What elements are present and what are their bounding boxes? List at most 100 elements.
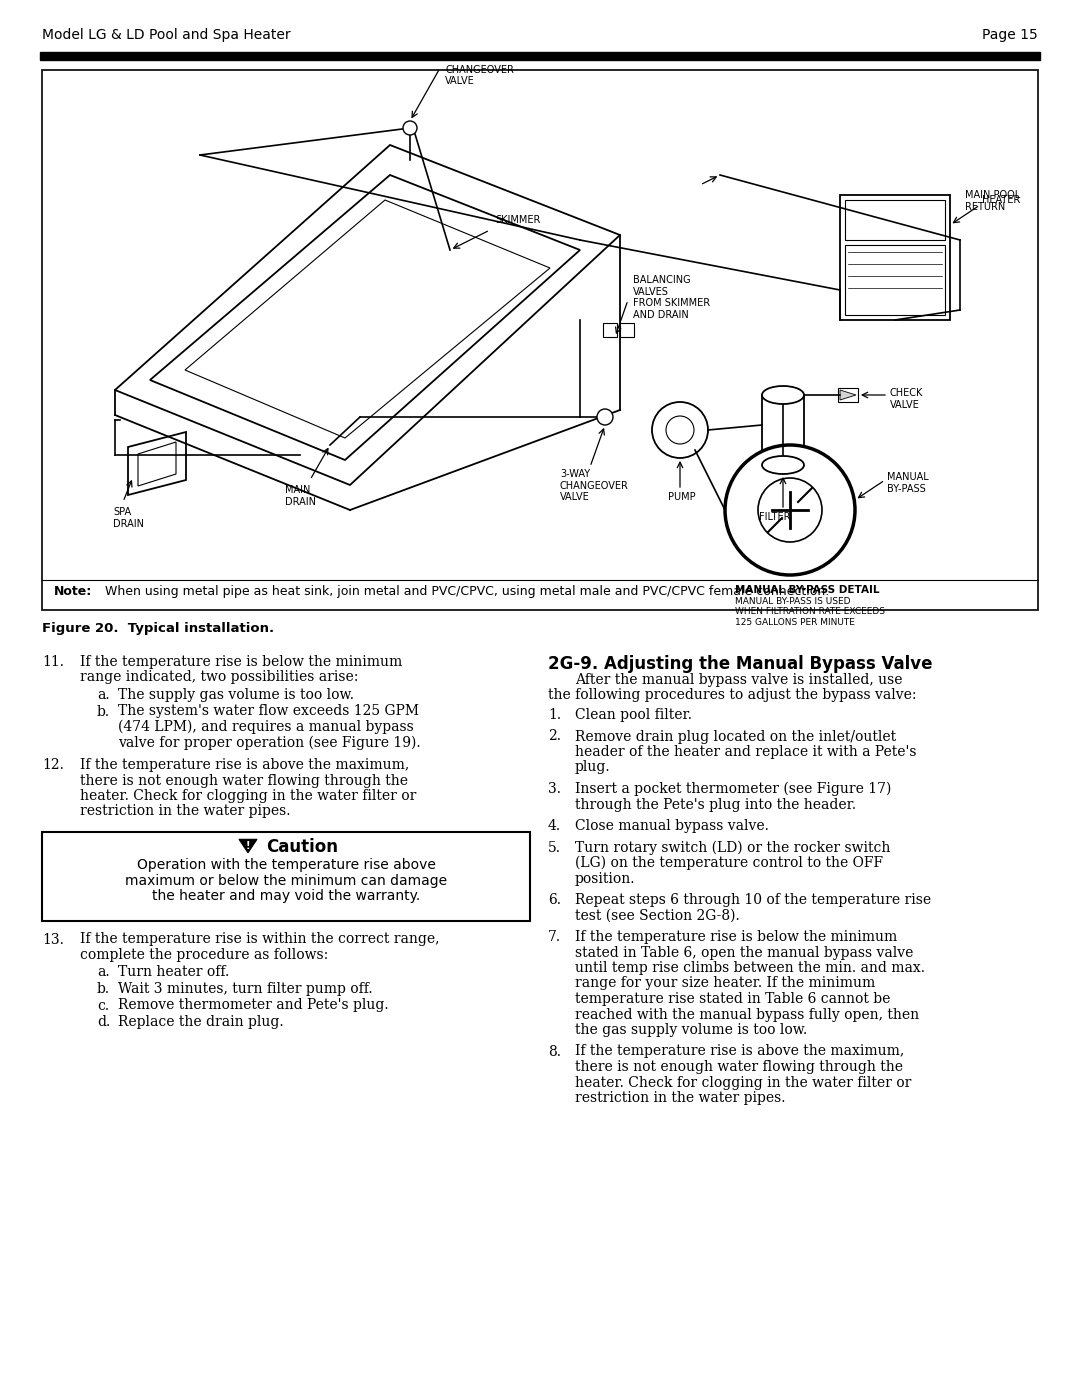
Text: 3-WAY
CHANGEOVER
VALVE: 3-WAY CHANGEOVER VALVE <box>445 53 514 87</box>
Text: CHECK
VALVE: CHECK VALVE <box>890 388 923 409</box>
Text: c.: c. <box>97 999 109 1013</box>
Text: the gas supply volume is too low.: the gas supply volume is too low. <box>575 1023 807 1037</box>
Bar <box>838 388 858 402</box>
Text: heater. Check for clogging in the water filter or: heater. Check for clogging in the water … <box>575 1076 912 1090</box>
Text: 1.: 1. <box>548 708 562 722</box>
Text: a.: a. <box>97 687 110 703</box>
Text: Wait 3 minutes, turn filter pump off.: Wait 3 minutes, turn filter pump off. <box>118 982 373 996</box>
Text: Turn rotary switch (LD) or the rocker switch: Turn rotary switch (LD) or the rocker sw… <box>575 841 890 855</box>
Bar <box>762 395 804 465</box>
Text: The system's water flow exceeds 125 GPM: The system's water flow exceeds 125 GPM <box>118 704 419 718</box>
Text: b.: b. <box>97 704 110 718</box>
Text: Model LG & LD Pool and Spa Heater: Model LG & LD Pool and Spa Heater <box>42 28 291 42</box>
Text: range indicated, two possibilities arise:: range indicated, two possibilities arise… <box>80 671 359 685</box>
Text: The supply gas volume is too low.: The supply gas volume is too low. <box>118 687 354 703</box>
Circle shape <box>652 402 708 458</box>
Text: If the temperature rise is below the minimum: If the temperature rise is below the min… <box>80 655 402 669</box>
Text: Note:: Note: <box>54 585 92 598</box>
Text: MANUAL
BY-PASS: MANUAL BY-PASS <box>887 472 929 493</box>
Text: When using metal pipe as heat sink, join metal and PVC/CPVC, using metal male an: When using metal pipe as heat sink, join… <box>97 585 829 598</box>
Circle shape <box>403 122 417 136</box>
Text: 11.: 11. <box>42 655 64 669</box>
Ellipse shape <box>762 386 804 404</box>
Text: reached with the manual bypass fully open, then: reached with the manual bypass fully ope… <box>575 1007 919 1021</box>
Text: Close manual bypass valve.: Close manual bypass valve. <box>575 819 769 833</box>
Bar <box>845 244 945 314</box>
Text: 8.: 8. <box>548 1045 561 1059</box>
Bar <box>603 323 617 337</box>
Circle shape <box>758 478 822 542</box>
Text: heater. Check for clogging in the water filter or: heater. Check for clogging in the water … <box>80 789 417 803</box>
Text: 6.: 6. <box>548 893 561 907</box>
Text: HEATER: HEATER <box>982 196 1021 205</box>
Text: 4.: 4. <box>548 819 562 833</box>
Text: Remove drain plug located on the inlet/outlet: Remove drain plug located on the inlet/o… <box>575 729 896 743</box>
Bar <box>40 52 1040 60</box>
Text: MAIN POOL
RETURN: MAIN POOL RETURN <box>966 190 1021 211</box>
Text: !: ! <box>246 841 251 851</box>
Text: Remove thermometer and Pete's plug.: Remove thermometer and Pete's plug. <box>118 999 389 1013</box>
Circle shape <box>666 416 694 444</box>
Text: Page 15: Page 15 <box>982 28 1038 42</box>
Bar <box>620 323 634 337</box>
Text: Repeat steps 6 through 10 of the temperature rise: Repeat steps 6 through 10 of the tempera… <box>575 893 931 907</box>
Text: valve for proper operation (see Figure 19).: valve for proper operation (see Figure 1… <box>118 735 420 750</box>
Bar <box>42 70 1038 610</box>
Text: Caution: Caution <box>266 838 338 856</box>
Text: through the Pete's plug into the header.: through the Pete's plug into the header. <box>575 798 856 812</box>
Text: b.: b. <box>97 982 110 996</box>
Text: If the temperature rise is within the correct range,: If the temperature rise is within the co… <box>80 933 440 947</box>
Text: a.: a. <box>97 965 110 979</box>
Text: After the manual bypass valve is installed, use: After the manual bypass valve is install… <box>575 673 903 687</box>
Text: Turn heater off.: Turn heater off. <box>118 965 229 979</box>
Text: position.: position. <box>575 872 635 886</box>
Circle shape <box>725 446 855 576</box>
Text: PUMP: PUMP <box>669 492 696 502</box>
Text: Operation with the temperature rise above: Operation with the temperature rise abov… <box>136 858 435 872</box>
Bar <box>845 200 945 240</box>
Text: Insert a pocket thermometer (see Figure 17): Insert a pocket thermometer (see Figure … <box>575 782 891 796</box>
Text: 2G-9. Adjusting the Manual Bypass Valve: 2G-9. Adjusting the Manual Bypass Valve <box>548 655 932 673</box>
Text: (474 LPM), and requires a manual bypass: (474 LPM), and requires a manual bypass <box>118 719 414 735</box>
Text: BALANCING
VALVES
FROM SKIMMER
AND DRAIN: BALANCING VALVES FROM SKIMMER AND DRAIN <box>633 275 711 320</box>
Bar <box>42 833 530 921</box>
Text: d.: d. <box>97 1016 110 1030</box>
Text: 3.: 3. <box>548 782 561 796</box>
Text: 2.: 2. <box>548 729 561 743</box>
Text: the following procedures to adjust the bypass valve:: the following procedures to adjust the b… <box>548 689 917 703</box>
Text: there is not enough water flowing through the: there is not enough water flowing throug… <box>80 774 408 788</box>
Text: 7.: 7. <box>548 930 562 944</box>
Text: If the temperature rise is below the minimum: If the temperature rise is below the min… <box>575 930 897 944</box>
Text: 13.: 13. <box>42 933 64 947</box>
Text: range for your size heater. If the minimum: range for your size heater. If the minim… <box>575 977 875 990</box>
Text: test (see Section 2G-8).: test (see Section 2G-8). <box>575 908 740 922</box>
Text: SPA
DRAIN: SPA DRAIN <box>113 507 144 528</box>
Text: FILTER: FILTER <box>759 511 791 522</box>
Text: Clean pool filter.: Clean pool filter. <box>575 708 692 722</box>
Text: header of the heater and replace it with a Pete's: header of the heater and replace it with… <box>575 745 917 759</box>
Text: there is not enough water flowing through the: there is not enough water flowing throug… <box>575 1060 903 1074</box>
Text: restriction in the water pipes.: restriction in the water pipes. <box>575 1091 785 1105</box>
Text: Figure 20.  Typical installation.: Figure 20. Typical installation. <box>42 622 274 636</box>
Ellipse shape <box>762 455 804 474</box>
Polygon shape <box>840 390 856 400</box>
Polygon shape <box>239 840 257 852</box>
Text: plug.: plug. <box>575 760 610 774</box>
Text: Replace the drain plug.: Replace the drain plug. <box>118 1016 284 1030</box>
Text: maximum or below the minimum can damage: maximum or below the minimum can damage <box>125 873 447 887</box>
Text: 3-WAY
CHANGEOVER
VALVE: 3-WAY CHANGEOVER VALVE <box>561 469 629 502</box>
Text: If the temperature rise is above the maximum,: If the temperature rise is above the max… <box>575 1045 904 1059</box>
Text: MANUAL BY-PASS IS USED
WHEN FILTRATION RATE EXCEEDS
125 GALLONS PER MINUTE: MANUAL BY-PASS IS USED WHEN FILTRATION R… <box>735 597 885 627</box>
Text: MANUAL BY-PASS DETAIL: MANUAL BY-PASS DETAIL <box>735 585 879 595</box>
Text: temperature rise stated in Table 6 cannot be: temperature rise stated in Table 6 canno… <box>575 992 890 1006</box>
Text: 12.: 12. <box>42 759 64 773</box>
Text: complete the procedure as follows:: complete the procedure as follows: <box>80 949 328 963</box>
Text: restriction in the water pipes.: restriction in the water pipes. <box>80 805 291 819</box>
Text: SKIMMER: SKIMMER <box>495 215 540 225</box>
Text: 5.: 5. <box>548 841 561 855</box>
Text: stated in Table 6, open the manual bypass valve: stated in Table 6, open the manual bypas… <box>575 946 914 960</box>
Bar <box>840 196 950 320</box>
Text: the heater and may void the warranty.: the heater and may void the warranty. <box>152 888 420 902</box>
Text: (LG) on the temperature control to the OFF: (LG) on the temperature control to the O… <box>575 856 883 870</box>
Text: until temp rise climbs between the min. and max.: until temp rise climbs between the min. … <box>575 961 924 975</box>
